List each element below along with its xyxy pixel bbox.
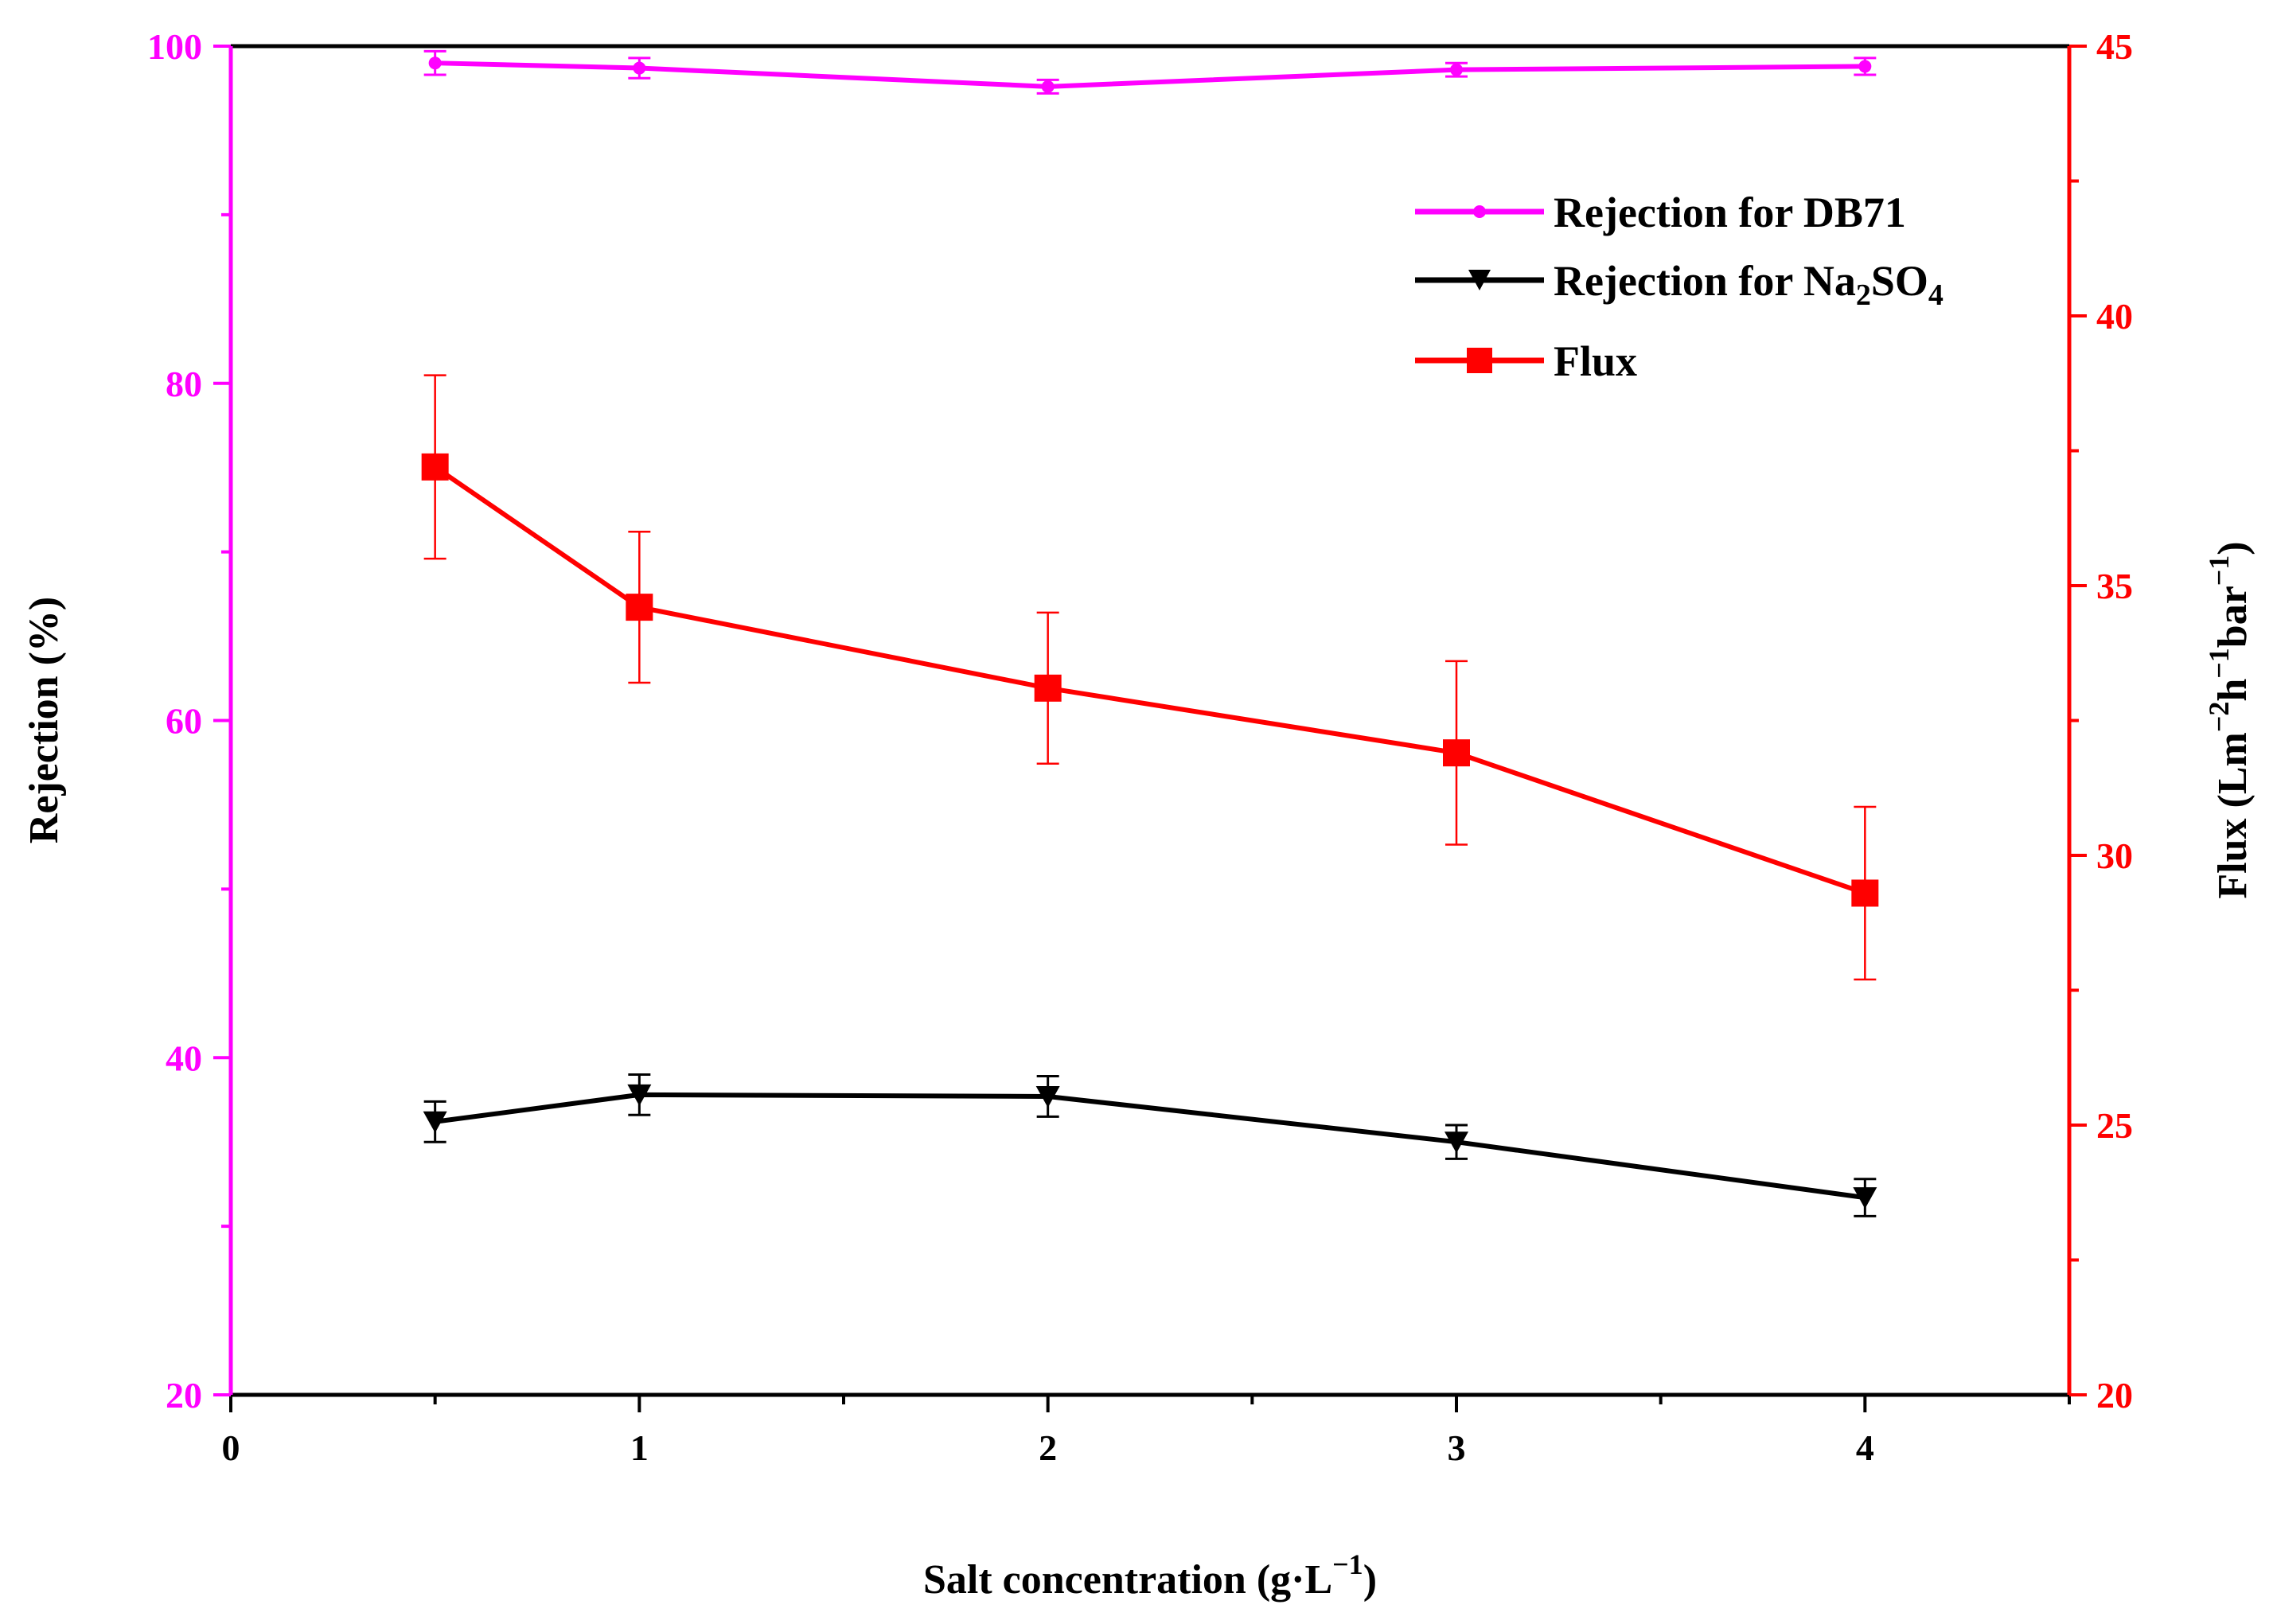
y-right-tick-label: 40	[2096, 296, 2133, 337]
x-axis-title: Salt concentration (g·L−1)	[923, 1548, 1377, 1603]
y-right-tick-label: 20	[2096, 1375, 2133, 1416]
x-ticks: 0 1 2 3 4	[222, 1395, 2071, 1468]
y-right-title-mid1: h	[2210, 679, 2255, 702]
series-0	[423, 49, 1877, 95]
data-point	[1853, 1187, 1877, 1209]
data-point	[633, 61, 646, 75]
data-point	[423, 1111, 447, 1133]
x-axis-title-main: Salt concentration (g·L	[923, 1557, 1332, 1603]
legend-label-na2so4-sub2: 4	[1928, 278, 1944, 312]
data-point	[1035, 1085, 1060, 1108]
data-point	[421, 453, 449, 481]
x-tick-label: 0	[222, 1427, 240, 1468]
data-point	[1034, 674, 1062, 702]
y-right-title-mid2: bar	[2210, 586, 2255, 648]
legend-item-na2so4: Rejection for Na2SO4	[1415, 257, 1944, 312]
data-point	[428, 56, 442, 70]
data-point	[1445, 1131, 1468, 1154]
series-1	[423, 1073, 1877, 1217]
legend-label-na2so4: Rejection for Na2SO4	[1554, 257, 1944, 312]
y-right-title-sup1: −2	[2203, 702, 2235, 733]
legend-item-db71: Rejection for DB71	[1415, 189, 1906, 236]
x-axis-title-sup: −1	[1332, 1548, 1363, 1580]
y-right-title-suffix: )	[2210, 541, 2255, 555]
legend-label-flux: Flux	[1554, 337, 1637, 385]
y-left-tick-label: 20	[166, 1375, 202, 1416]
y-left-ticks: 20 40 60 80 100	[147, 26, 231, 1416]
legend-marker-db71	[1473, 205, 1486, 218]
y-right-tick-label: 35	[2096, 566, 2133, 606]
x-tick-label: 4	[1856, 1427, 1874, 1468]
x-tick-label: 1	[630, 1427, 649, 1468]
y-right-title-prefix: Flux (Lm	[2210, 732, 2255, 898]
data-point	[1858, 60, 1872, 73]
y-left-axis-title: Rejection (%)	[21, 597, 67, 843]
x-tick-label: 2	[1039, 1427, 1057, 1468]
y-right-title-sup3: −1	[2203, 555, 2235, 586]
data-point	[1041, 80, 1055, 93]
x-axis-title-close: )	[1363, 1557, 1377, 1603]
y-right-tick-label: 45	[2096, 26, 2133, 67]
y-right-axis-title: Flux (Lm−2h−1bar−1)	[2203, 541, 2255, 898]
legend: Rejection for DB71 Rejection for Na2SO4 …	[1415, 189, 1944, 385]
legend-label-na2so4-main: Rejection for Na	[1554, 257, 1856, 305]
legend-item-flux: Flux	[1415, 337, 1637, 385]
series-2	[421, 374, 1879, 981]
data-point	[1851, 879, 1879, 907]
data-point	[1443, 739, 1470, 767]
y-left-tick-label: 40	[166, 1038, 202, 1078]
legend-label-na2so4-sub1: 2	[1856, 278, 1871, 312]
data-point	[627, 1084, 652, 1106]
series-layer	[421, 49, 1879, 1217]
y-right-tick-label: 25	[2096, 1105, 2133, 1146]
y-right-title-sup2: −1	[2203, 648, 2235, 679]
y-left-tick-label: 60	[166, 701, 202, 742]
series-line	[435, 60, 1866, 89]
legend-label-db71: Rejection for DB71	[1554, 189, 1906, 236]
data-point	[1450, 63, 1463, 76]
legend-label-na2so4-mid: SO	[1871, 257, 1928, 305]
legend-marker-flux	[1467, 348, 1492, 373]
series-line	[435, 1092, 1866, 1201]
y-left-tick-label: 100	[147, 26, 202, 67]
y-right-tick-label: 30	[2096, 835, 2133, 876]
y-right-ticks: 20 25 30 35 40 45	[2069, 26, 2133, 1416]
y-left-tick-label: 80	[166, 364, 202, 404]
data-point	[626, 594, 653, 621]
legend-marker-na2so4	[1468, 270, 1491, 290]
x-tick-label: 3	[1448, 1427, 1466, 1468]
